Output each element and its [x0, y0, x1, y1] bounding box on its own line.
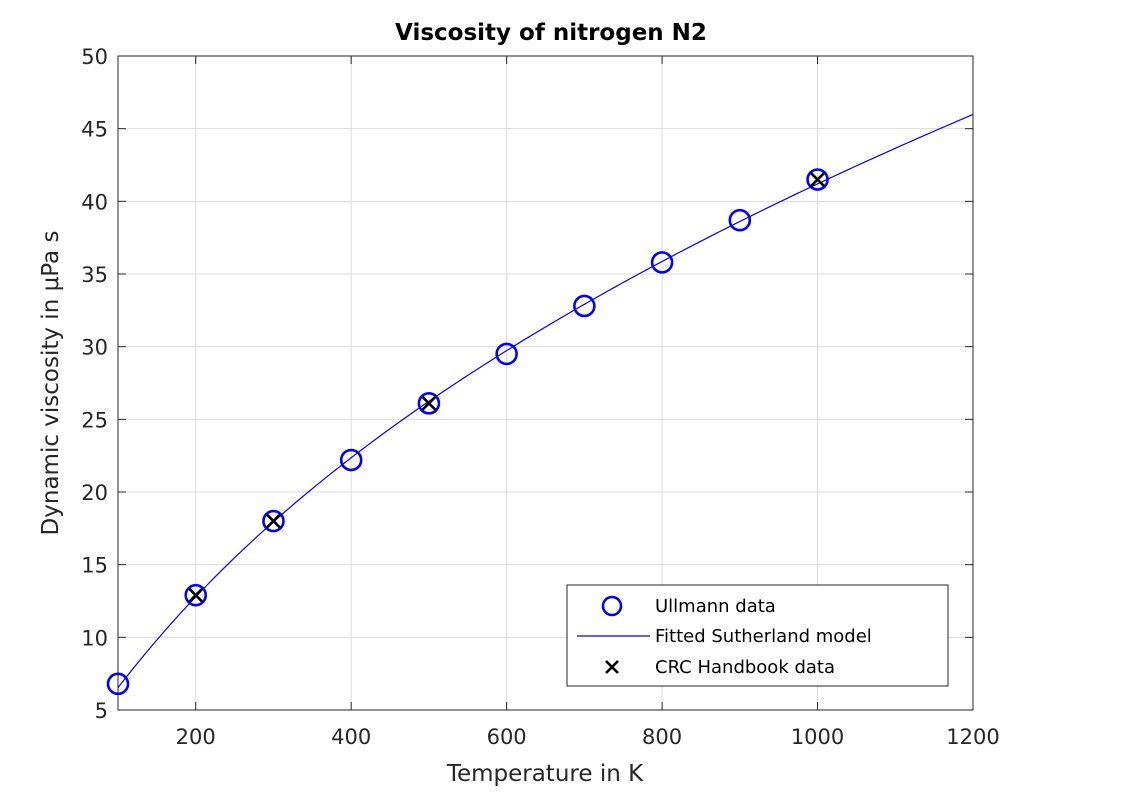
y-tick-label: 45	[81, 118, 108, 142]
y-tick-label: 40	[81, 190, 108, 214]
x-tick-label: 400	[331, 725, 371, 749]
x-tick-label: 1200	[946, 725, 999, 749]
grid	[118, 56, 973, 710]
y-tick-label: 5	[95, 699, 108, 723]
sutherland-fit-line	[117, 113, 974, 689]
crc-data-point	[188, 587, 204, 603]
ullmann-data-point	[417, 392, 441, 415]
x-tick-label: 600	[487, 725, 527, 749]
y-tick-label: 10	[81, 626, 108, 650]
legend-label: Fitted Sutherland model	[655, 626, 872, 647]
legend-x-symbol	[605, 660, 619, 674]
plot-frame	[117, 55, 974, 711]
y-tick-label: 50	[81, 45, 108, 69]
y-tick-label: 15	[81, 554, 108, 578]
y-axis-label: Dynamic viscosity in μPa s	[38, 231, 64, 536]
crc-marker-stroke	[810, 172, 825, 187]
ullmann-data-point	[573, 294, 596, 318]
legend-label: Ullmann data	[655, 596, 776, 617]
y-tick-label: 20	[81, 481, 108, 505]
ullmann-data-point	[806, 168, 829, 191]
crc-marker-stroke	[421, 395, 437, 411]
axis-ticks: 200 400 600 800 1000 1200 5 10 15 20 25 30 35 40 45 50	[81, 45, 999, 749]
y-tick-label: 30	[81, 336, 108, 360]
x-tick-label: 1000	[791, 725, 844, 749]
ullmann-data-point	[339, 448, 363, 472]
crc-marker-stroke	[188, 587, 204, 603]
x-tick-label: 800	[642, 725, 682, 749]
x-axis-label: Temperature in K	[446, 761, 644, 787]
x-tick-label: 200	[176, 725, 216, 749]
y-tick-label: 25	[81, 408, 108, 432]
series-layer	[106, 113, 974, 696]
ullmann-data-point	[650, 251, 674, 274]
chart-title: Viscosity of nitrogen N2	[395, 20, 707, 46]
ullmann-data-point	[262, 509, 285, 533]
ullmann-data-point	[184, 583, 208, 607]
ullmann-data-point	[728, 208, 752, 232]
y-tick-label: 35	[81, 263, 108, 287]
crc-data-point	[810, 172, 825, 187]
legend-label: CRC Handbook data	[655, 657, 835, 678]
ullmann-data-point	[106, 672, 130, 696]
crc-marker-stroke	[266, 513, 281, 529]
legend: Ullmann data Fitted Sutherland model CRC H…	[566, 584, 949, 687]
ullmann-data-point	[495, 342, 518, 366]
crc-data-point	[421, 395, 437, 411]
crc-data-point	[266, 513, 281, 529]
legend-circle-symbol	[601, 595, 623, 617]
